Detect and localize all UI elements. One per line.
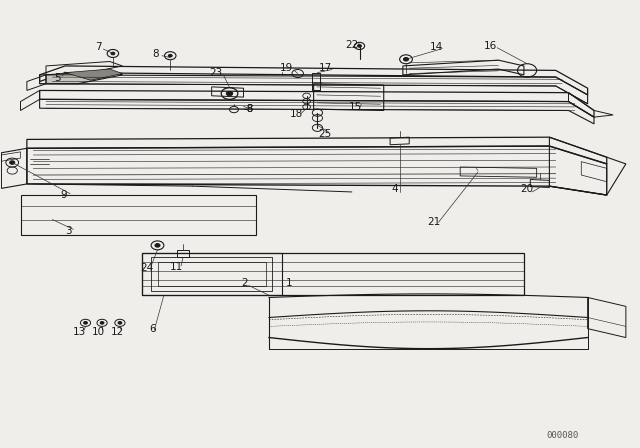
Text: 000080: 000080 [546, 431, 579, 440]
Polygon shape [46, 70, 122, 84]
Text: 20: 20 [520, 184, 534, 194]
Polygon shape [65, 69, 122, 80]
Text: 9: 9 [61, 190, 67, 200]
Text: 19: 19 [280, 63, 294, 73]
Text: 14: 14 [429, 42, 443, 52]
Text: 23: 23 [209, 68, 222, 78]
Text: 6: 6 [150, 323, 156, 334]
Text: 13: 13 [73, 327, 86, 337]
Text: 17: 17 [319, 63, 332, 73]
Circle shape [227, 91, 233, 96]
Text: -8: -8 [243, 104, 254, 114]
Text: 5: 5 [54, 73, 61, 83]
Text: 21: 21 [427, 217, 440, 227]
Text: 8: 8 [152, 49, 159, 59]
Text: 24: 24 [140, 263, 154, 273]
Circle shape [155, 244, 160, 247]
Circle shape [10, 161, 15, 164]
Text: 18: 18 [290, 108, 303, 119]
Circle shape [168, 54, 172, 57]
Circle shape [111, 52, 115, 55]
Text: 10: 10 [92, 327, 105, 337]
Text: -8: -8 [243, 104, 254, 114]
Circle shape [118, 322, 122, 324]
Text: 16: 16 [484, 41, 497, 51]
Text: 11: 11 [170, 262, 183, 272]
Circle shape [403, 57, 408, 61]
Text: 25: 25 [319, 129, 332, 139]
Text: 12: 12 [111, 327, 124, 337]
Circle shape [84, 322, 88, 324]
Text: 4: 4 [392, 184, 399, 194]
Circle shape [100, 322, 104, 324]
Circle shape [358, 44, 362, 47]
Text: 22: 22 [345, 40, 358, 50]
Text: 2: 2 [241, 278, 248, 288]
Text: 3: 3 [65, 226, 72, 236]
Text: 7: 7 [95, 42, 102, 52]
Text: 1: 1 [286, 278, 292, 288]
Text: 15: 15 [348, 102, 362, 112]
